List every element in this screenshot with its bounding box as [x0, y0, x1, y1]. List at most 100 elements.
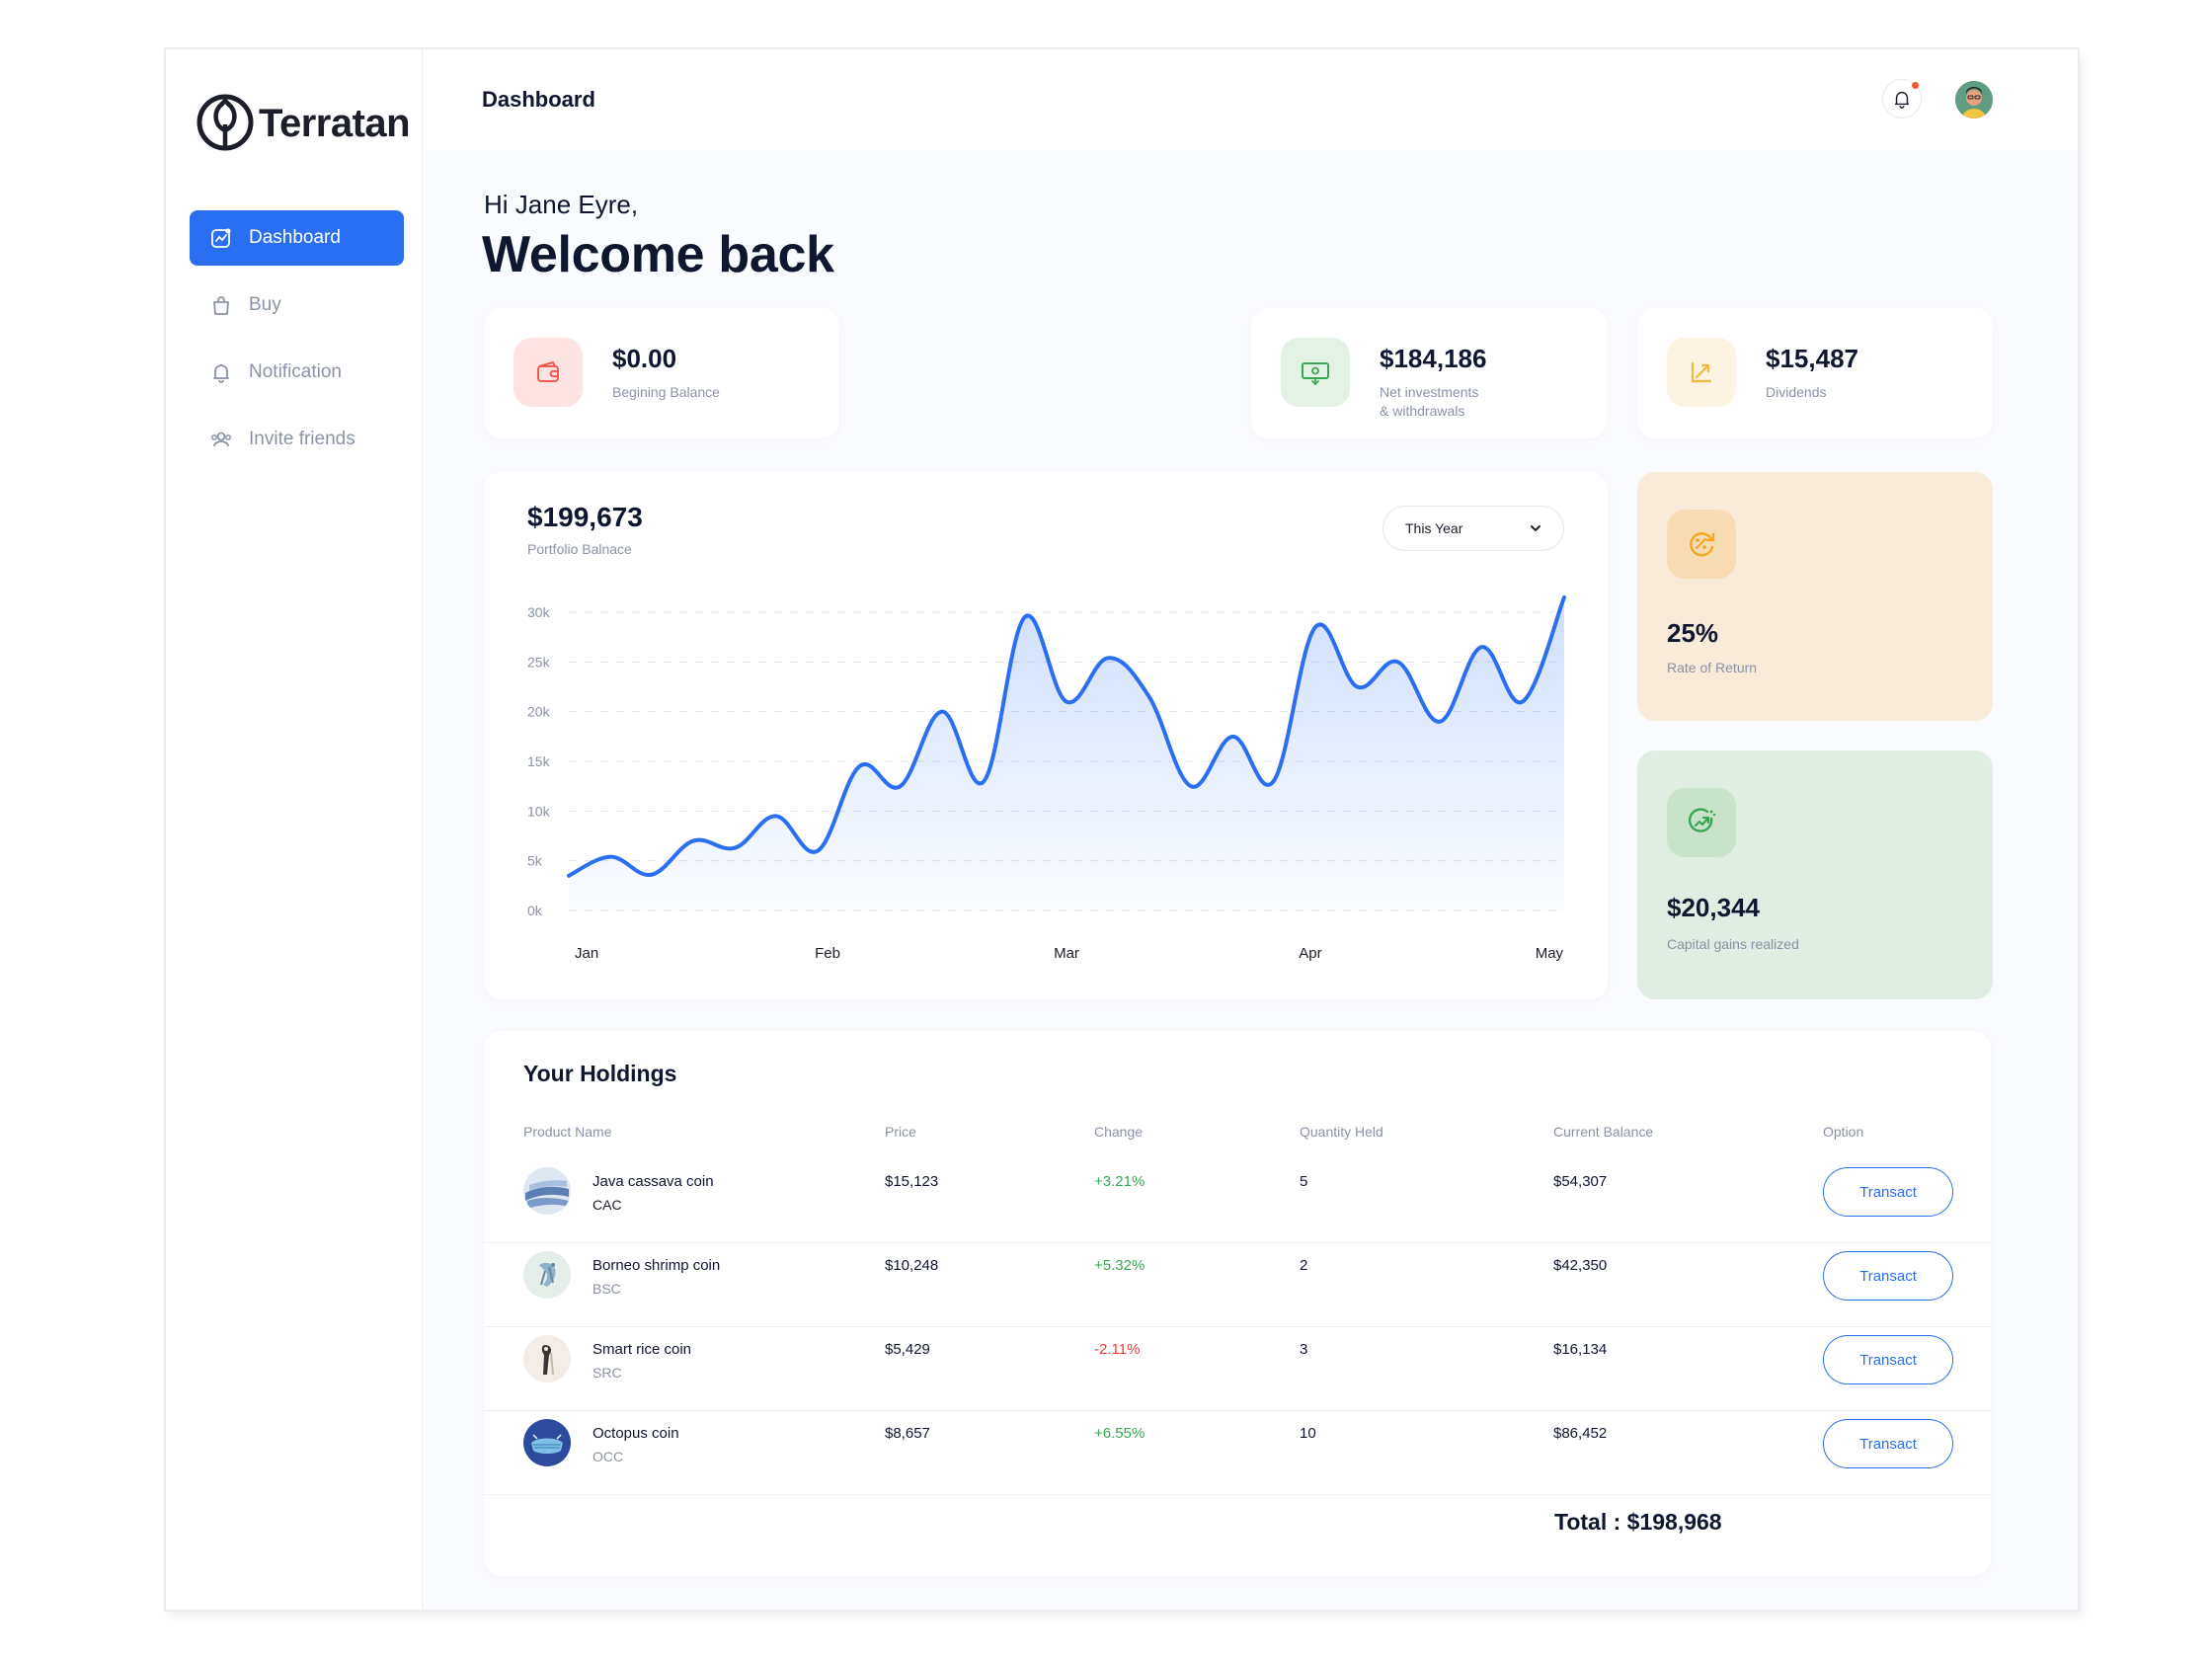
bell-icon [209, 360, 233, 384]
transact-button[interactable]: Transact [1823, 1335, 1953, 1384]
transact-button[interactable]: Transact [1823, 1167, 1953, 1217]
change-cell: -2.11% [1094, 1341, 1141, 1358]
top-header: Dashboard [423, 49, 2078, 150]
rice-coin-icon [523, 1335, 571, 1382]
product-name: Smart rice coin [592, 1341, 692, 1358]
y-tick-label: 0k [527, 903, 543, 918]
x-tick-label: Feb [815, 945, 840, 962]
octopus-coin-icon [523, 1419, 571, 1466]
price-cell: $8,657 [885, 1425, 930, 1442]
y-tick-label: 20k [527, 704, 551, 720]
notification-dot [1912, 82, 1919, 89]
table-row: Java cassava coin CAC $15,123 +3.21% 5 $… [484, 1159, 1991, 1243]
leaf-logo-icon [197, 94, 254, 151]
col-header-product: Product Name [523, 1124, 612, 1140]
portfolio-chart: 30k 25k 20k 15k 10k 5k 0k Jan Feb Mar Apr May [527, 594, 1566, 962]
rate-of-return-label: Rate of Return [1667, 660, 1758, 675]
return-icon [1667, 510, 1736, 579]
net-investments-value: $184,186 [1380, 344, 1487, 373]
net-investments-card: $184,186 Net investments & withdrawals [1251, 308, 1607, 438]
cassava-coin-icon [523, 1167, 571, 1215]
product-symbol: OCC [592, 1449, 624, 1464]
table-row: Octopus coin OCC $8,657 +6.55% 10 $86,45… [484, 1411, 1991, 1495]
x-tick-label: Mar [1054, 945, 1079, 962]
sidebar-item-label: Invite friends [249, 429, 356, 449]
gains-icon [1667, 788, 1736, 857]
period-select-value: This Year [1405, 520, 1463, 536]
period-select[interactable]: This Year [1382, 506, 1564, 551]
sidebar-item-label: Notification [249, 361, 342, 382]
portfolio-value: $199,673 [527, 502, 643, 532]
user-avatar-icon [1955, 81, 1993, 118]
y-tick-label: 5k [527, 853, 543, 869]
quantity-cell: 5 [1300, 1173, 1308, 1190]
balance-cell: $16,134 [1553, 1341, 1608, 1358]
price-cell: $10,248 [885, 1257, 939, 1274]
quantity-cell: 10 [1300, 1425, 1316, 1442]
sidebar-item-dashboard[interactable]: Dashboard [190, 210, 404, 266]
sidebar-item-label: Dashboard [249, 227, 341, 248]
brand-name: Terratan [259, 101, 411, 145]
app-window: Terratan Dashboard Buy Notification [166, 49, 2078, 1610]
dividends-card: $15,487 Dividends [1637, 308, 1993, 438]
rate-of-return-value: 25% [1667, 618, 1719, 648]
net-investments-label-line1: Net investments [1380, 384, 1479, 400]
balance-cell: $86,452 [1553, 1425, 1608, 1442]
x-tick-label: Jan [575, 945, 598, 962]
sidebar-item-invite-friends[interactable]: Invite friends [190, 412, 404, 467]
holdings-title: Your Holdings [523, 1061, 677, 1086]
balance-cell: $42,350 [1553, 1257, 1608, 1274]
quantity-cell: 2 [1300, 1257, 1308, 1274]
cash-icon [1281, 338, 1350, 407]
sidebar-item-notification[interactable]: Notification [190, 345, 404, 400]
col-header-quantity: Quantity Held [1300, 1124, 1383, 1140]
notification-button[interactable] [1882, 79, 1922, 118]
product-name: Octopus coin [592, 1425, 679, 1442]
change-cell: +5.32% [1094, 1257, 1146, 1274]
y-tick-label: 15k [527, 753, 551, 769]
bell-icon [1894, 91, 1910, 109]
capital-gains-card: $20,344 Capital gains realized [1637, 750, 1993, 999]
y-tick-label: 30k [527, 604, 551, 620]
wallet-icon [514, 338, 583, 407]
product-symbol: CAC [592, 1197, 622, 1213]
net-investments-label-line2: & withdrawals [1380, 403, 1465, 419]
price-cell: $5,429 [885, 1341, 930, 1358]
greeting-text: Hi Jane Eyre, [484, 190, 639, 219]
sidebar: Terratan Dashboard Buy Notification [166, 49, 423, 1610]
y-tick-label: 10k [527, 803, 551, 819]
net-investments-label: Net investments & withdrawals [1380, 383, 1547, 421]
holdings-total: Total : $198,968 [1554, 1509, 1722, 1535]
x-tick-label: May [1536, 945, 1564, 962]
product-symbol: BSC [592, 1281, 621, 1297]
chart-icon [209, 226, 233, 250]
product-name: Java cassava coin [592, 1173, 714, 1190]
sidebar-nav: Dashboard Buy Notification Invite friend… [190, 210, 404, 479]
dividends-value: $15,487 [1766, 344, 1858, 373]
beginning-balance-card: $0.00 Begining Balance [484, 308, 839, 438]
avatar[interactable] [1955, 81, 1993, 118]
col-header-option: Option [1823, 1124, 1864, 1140]
col-header-balance: Current Balance [1553, 1124, 1654, 1140]
product-name: Borneo shrimp coin [592, 1257, 721, 1274]
portfolio-chart-card: $199,673 Portfolio Balnace This Year 30k… [484, 472, 1608, 999]
shrimp-coin-icon [523, 1251, 571, 1299]
product-symbol: SRC [592, 1365, 622, 1381]
sidebar-item-buy[interactable]: Buy [190, 277, 404, 333]
transact-button[interactable]: Transact [1823, 1419, 1953, 1468]
beginning-balance-value: $0.00 [612, 344, 677, 373]
welcome-heading: Welcome back [482, 226, 834, 283]
capital-gains-value: $20,344 [1667, 893, 1760, 922]
dividends-label: Dividends [1766, 384, 1827, 400]
sidebar-item-label: Buy [249, 294, 281, 315]
change-cell: +6.55% [1094, 1425, 1146, 1442]
holdings-card: Your Holdings Product Name Price Change … [484, 1031, 1991, 1576]
balance-cell: $54,307 [1553, 1173, 1608, 1190]
transact-button[interactable]: Transact [1823, 1251, 1953, 1301]
capital-gains-label: Capital gains realized [1667, 936, 1799, 952]
table-row: Borneo shrimp coin BSC $10,248 +5.32% 2 … [484, 1243, 1991, 1327]
quantity-cell: 3 [1300, 1341, 1308, 1358]
col-header-change: Change [1094, 1124, 1144, 1140]
users-icon [209, 428, 233, 451]
logo[interactable]: Terratan [196, 93, 411, 154]
